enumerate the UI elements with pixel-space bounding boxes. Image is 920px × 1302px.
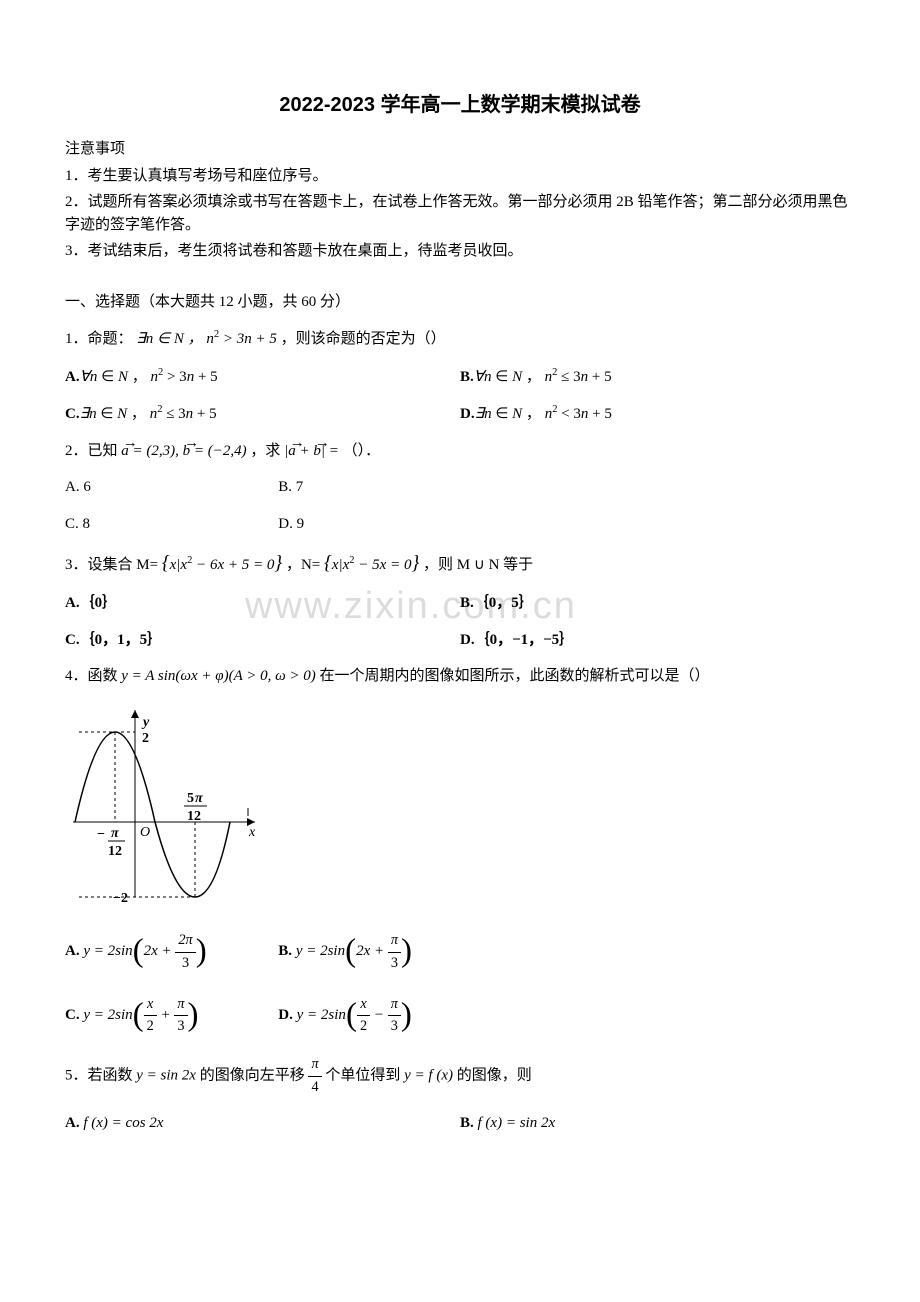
- option-a: A. f (x) = cos 2x: [65, 1112, 460, 1135]
- q1-prefix: 1．命题：: [65, 331, 133, 347]
- svg-text:12: 12: [187, 809, 201, 824]
- q2-math2: |→a + →b| =: [284, 443, 343, 459]
- q1-options-row2: C.∃n ∈ N ， n2 ≤ 3n + 5 D.∃n ∈ N ， n2 < 3…: [65, 402, 855, 426]
- q2-options-row1: A. 6 B. 7: [65, 476, 855, 499]
- question-2: 2．已知 →a = (2,3), →b = (−2,4) ，求 |→a + →b…: [65, 440, 855, 463]
- y-top-label: 2: [142, 731, 149, 746]
- option-b: B.∀n ∈ N ， n2 ≤ 3n + 5: [460, 365, 855, 389]
- option-a: A.∀n ∈ N ， n2 > 3n + 5: [65, 365, 460, 389]
- q3-suffix: ，则 M ∪ N 等于: [423, 557, 533, 573]
- q3-options-row1: A.｛0｝ B.｛0，5｝: [65, 592, 855, 615]
- q3-mid: ，N=: [286, 557, 320, 573]
- q4-figure: y x O 2 −2 − π 12 5 π 12: [65, 702, 855, 910]
- q1-math: ∃n ∈ N ， n2 > 3n + 5: [136, 331, 277, 347]
- q4-prefix: 4．函数: [65, 668, 121, 684]
- q5-math1: y = sin 2x: [136, 1068, 196, 1084]
- notice-item: 2．试题所有答案必须填涂或书写在答题卡上，在试卷上作答无效。第一部分必须用 2B…: [65, 191, 855, 236]
- q2-mid: ，求: [250, 443, 280, 459]
- svg-text:12: 12: [108, 844, 122, 859]
- q3-setN: {x|x2 − 5x = 0}: [324, 557, 419, 573]
- q1-options-row1: A.∀n ∈ N ， n2 > 3n + 5 B.∀n ∈ N ， n2 ≤ 3…: [65, 365, 855, 389]
- option-c: C. 8: [65, 513, 278, 536]
- question-4: 4．函数 y = A sin(ωx + φ)(A > 0, ω > 0) 在一个…: [65, 665, 855, 688]
- option-b: B. f (x) = sin 2x: [460, 1112, 855, 1135]
- svg-text:π: π: [111, 826, 119, 841]
- question-5: 5．若函数 y = sin 2x 的图像向左平移 π4 个单位得到 y = f …: [65, 1054, 855, 1098]
- q5-shift: π4: [308, 1054, 321, 1098]
- option-b: B.｛0，5｝: [460, 592, 855, 615]
- q4-suffix: 在一个周期内的图像如图所示，此函数的解析式可以是（）: [320, 668, 710, 684]
- option-b: B. y = 2sin(2x + π3): [278, 927, 412, 977]
- q4-math: y = A sin(ωx + φ)(A > 0, ω > 0): [121, 668, 316, 684]
- q2-prefix: 2．已知: [65, 443, 118, 459]
- svg-text:−: −: [97, 827, 105, 842]
- q2-options-row2: C. 8 D. 9: [65, 513, 855, 536]
- q5-prefix: 5．若函数: [65, 1068, 136, 1084]
- option-a: A. y = 2sin(2x + 2π3): [65, 927, 278, 977]
- y-bot-label: −2: [113, 891, 128, 902]
- q5-mid2: 个单位得到: [325, 1068, 404, 1084]
- q3-setM: {x|x2 − 6x + 5 = 0}: [162, 557, 282, 573]
- option-a: A.｛0｝: [65, 592, 460, 615]
- option-d: D. 9: [278, 513, 491, 536]
- q5-math2: y = f (x): [404, 1068, 453, 1084]
- q5-suffix: 的图像，则: [457, 1068, 532, 1084]
- option-c: C.∃n ∈ N ， n2 ≤ 3n + 5: [65, 402, 460, 426]
- exam-title: 2022-2023 学年高一上数学期末模拟试卷: [65, 90, 855, 120]
- svg-text:π: π: [195, 791, 203, 806]
- option-d: D.∃n ∈ N ， n2 < 3n + 5: [460, 402, 855, 426]
- question-1: 1．命题： ∃n ∈ N ， n2 > 3n + 5 ，则该命题的否定为（）: [65, 327, 855, 351]
- x-axis-label: x: [248, 825, 256, 840]
- q4-options-row1: A. y = 2sin(2x + 2π3) B. y = 2sin(2x + π…: [65, 927, 855, 977]
- option-d: D. y = 2sin(x2 − π3): [278, 991, 412, 1041]
- option-a: A. 6: [65, 476, 278, 499]
- q1-suffix: ，则该命题的否定为（）: [281, 331, 446, 347]
- section-header: 一、选择题（本大题共 12 小题，共 60 分）: [65, 291, 855, 314]
- question-3: 3．设集合 M= {x|x2 − 6x + 5 = 0} ，N= {x|x2 −…: [65, 549, 855, 578]
- q2-math: →a = (2,3), →b = (−2,4): [121, 443, 246, 459]
- q5-options-row1: A. f (x) = cos 2x B. f (x) = sin 2x: [65, 1112, 855, 1135]
- q3-prefix: 3．设集合 M=: [65, 557, 158, 573]
- option-c: C. y = 2sin(x2 + π3): [65, 991, 278, 1041]
- origin-label: O: [140, 825, 150, 840]
- y-axis-label: y: [141, 715, 150, 730]
- q5-mid1: 的图像向左平移: [200, 1068, 309, 1084]
- notice-item: 1．考生要认真填写考场号和座位序号。: [65, 165, 855, 188]
- notice-header: 注意事项: [65, 138, 855, 161]
- svg-text:5: 5: [187, 791, 194, 806]
- q4-options-row2: C. y = 2sin(x2 + π3) D. y = 2sin(x2 − π3…: [65, 991, 855, 1041]
- notice-item: 3．考试结束后，考生须将试卷和答题卡放在桌面上，待监考员收回。: [65, 240, 855, 263]
- q2-suffix: （）．: [343, 443, 381, 459]
- option-b: B. 7: [278, 476, 491, 499]
